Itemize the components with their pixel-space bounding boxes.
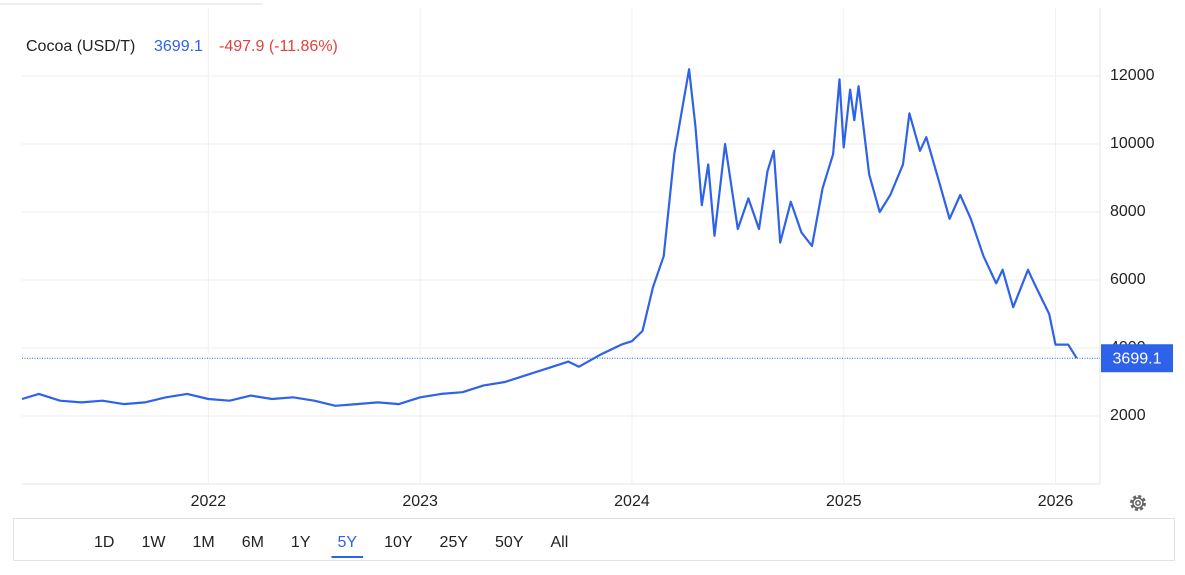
current-price: 3699.1 [154,38,203,55]
range-label: 50Y [495,534,524,551]
range-button[interactable]: 1D [94,534,114,551]
range-button[interactable]: 50Y [495,534,524,551]
range-label: 5Y [338,534,358,551]
price-line [21,68,1078,407]
range-panel [13,518,1175,561]
last-price-box [1101,344,1173,373]
price-change: -497.9 (-11.86%) [219,38,338,55]
range-label: 6M [242,534,264,551]
x-tick-label: 2022 [191,493,227,510]
x-tick-label: 2024 [614,493,650,510]
last-price-label: 3699.1 [1113,350,1162,367]
range-label: 1D [94,534,114,551]
range-button[interactable]: 1Y [291,534,311,551]
range-button[interactable]: 25Y [440,534,469,551]
y-tick-label: 10000 [1110,135,1155,152]
y-tick-label: 2000 [1110,407,1146,424]
range-label: 10Y [384,534,413,551]
x-tick-label: 2023 [402,493,438,510]
x-tick-label: 2026 [1038,493,1074,510]
settings-icon[interactable] [1130,495,1146,511]
range-button[interactable]: 6M [242,534,264,551]
range-label: 25Y [440,534,469,551]
range-button[interactable]: 1M [192,534,214,551]
range-label: 1Y [291,534,311,551]
y-tick-label: 6000 [1110,271,1146,288]
series-name: Cocoa (USD/T) [26,38,135,55]
y-tick-label: 8000 [1110,203,1146,220]
range-label: 1M [192,534,214,551]
range-button[interactable]: All [550,534,568,551]
x-tick-label: 2025 [826,493,862,510]
y-tick-label: 12000 [1110,67,1155,84]
range-button[interactable]: 1W [141,534,166,551]
range-label: 1W [141,534,166,551]
range-label: All [550,534,568,551]
range-button[interactable]: 5Y [331,534,364,558]
range-button[interactable]: 10Y [384,534,413,551]
